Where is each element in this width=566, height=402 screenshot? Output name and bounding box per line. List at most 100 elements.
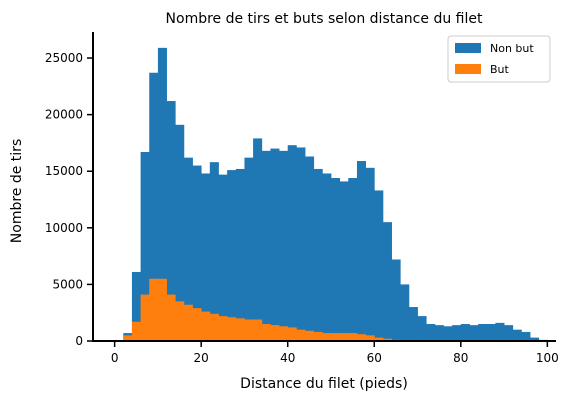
bar-but [305, 330, 315, 341]
bar-but [313, 331, 323, 341]
y-axis-ticks: 0 5000 10000 15000 20000 25000 [45, 51, 93, 348]
legend: Non but But [447, 35, 551, 83]
bar-but [218, 316, 228, 341]
bar-but [322, 333, 332, 341]
x-tick-label: 60 [367, 351, 382, 365]
bar-non-but [261, 150, 271, 341]
x-tick-label: 0 [111, 351, 119, 365]
bar-non-but [469, 325, 479, 341]
bar-but [131, 321, 141, 341]
bar-non-but [218, 174, 228, 341]
bar-non-but [287, 145, 297, 341]
bar-but [270, 325, 280, 341]
bar-non-but [201, 173, 211, 341]
bar-non-but [348, 178, 358, 341]
bar-non-but [166, 101, 176, 341]
bar-non-but [486, 324, 496, 341]
bar-non-but [512, 329, 522, 341]
bar-non-but [443, 326, 453, 341]
bar-non-but [391, 259, 401, 341]
bar-non-but [478, 324, 488, 341]
bar-non-but [270, 148, 280, 341]
bar-but [287, 327, 297, 341]
x-axis-label: Distance du filet (pieds) [240, 376, 408, 392]
bar-but [348, 333, 358, 341]
bar-non-but [279, 150, 289, 341]
series-non-but-bars [123, 47, 548, 341]
bar-non-but [400, 284, 410, 341]
bar-but [235, 318, 245, 341]
bar-non-but [313, 168, 323, 341]
x-tick-label: 20 [194, 351, 209, 365]
bar-non-but [339, 181, 349, 341]
bar-non-but [374, 190, 384, 341]
bar-but [374, 337, 384, 341]
bar-but [201, 311, 211, 341]
legend-swatch-but [455, 64, 481, 74]
bar-but [382, 338, 392, 341]
bar-non-but [235, 168, 245, 341]
bar-non-but [521, 331, 531, 341]
bar-but [192, 308, 202, 341]
y-tick-label: 15000 [45, 164, 83, 178]
bar-but [140, 294, 150, 341]
bar-non-but [504, 325, 514, 341]
bar-non-but [434, 325, 444, 341]
x-tick-label: 80 [453, 351, 468, 365]
bar-non-but [408, 307, 418, 341]
y-tick-label: 25000 [45, 51, 83, 65]
y-axis-label: Nombre de tirs [9, 139, 25, 243]
bar-but [244, 319, 254, 341]
bar-non-but [460, 324, 470, 341]
bar-non-but [131, 271, 141, 341]
bar-non-but [305, 156, 315, 341]
y-tick-label: 10000 [45, 221, 83, 235]
bar-non-but [140, 151, 150, 341]
axes [92, 32, 556, 342]
bar-non-but [365, 167, 375, 341]
bar-but [166, 294, 176, 341]
bar-non-but [253, 138, 263, 341]
bar-but [261, 324, 271, 341]
bar-but [175, 301, 185, 341]
bar-non-but [382, 222, 392, 341]
bar-but [123, 335, 133, 341]
bar-non-but [530, 337, 540, 341]
bar-but [157, 278, 167, 341]
bar-but [356, 334, 366, 341]
bar-but [339, 333, 349, 341]
bar-but [279, 326, 289, 341]
bar-non-but [356, 161, 366, 341]
bar-but [149, 278, 159, 341]
y-tick-label: 5000 [52, 277, 83, 291]
bar-non-but [296, 147, 306, 341]
y-tick-label: 0 [75, 334, 83, 348]
bar-non-but [426, 324, 436, 341]
y-tick-label: 20000 [45, 108, 83, 122]
bar-non-but [192, 165, 202, 341]
bar-but [253, 319, 263, 341]
bar-non-but [157, 47, 167, 341]
bar-but [227, 317, 237, 341]
bar-but [296, 329, 306, 341]
chart-title: Nombre de tirs et buts selon distance du… [166, 11, 483, 27]
legend-swatch-non-but [455, 43, 481, 53]
bar-non-but [149, 72, 159, 341]
x-tick-label: 40 [280, 351, 295, 365]
bar-non-but [183, 157, 193, 341]
bar-non-but [322, 173, 332, 341]
bar-non-but [175, 124, 185, 341]
legend-label-non-but: Non but [490, 42, 534, 55]
bar-non-but [452, 325, 462, 341]
bar-but [330, 333, 341, 341]
series-but-bars [123, 278, 401, 341]
bar-non-but [330, 178, 341, 341]
x-axis-ticks: 0 20 40 60 80 100 [111, 341, 559, 365]
legend-label-but: But [490, 63, 510, 76]
bar-non-but [495, 322, 505, 341]
bar-non-but [227, 170, 237, 341]
bar-but [365, 335, 375, 341]
x-tick-label: 100 [536, 351, 559, 365]
bar-but [183, 304, 193, 341]
